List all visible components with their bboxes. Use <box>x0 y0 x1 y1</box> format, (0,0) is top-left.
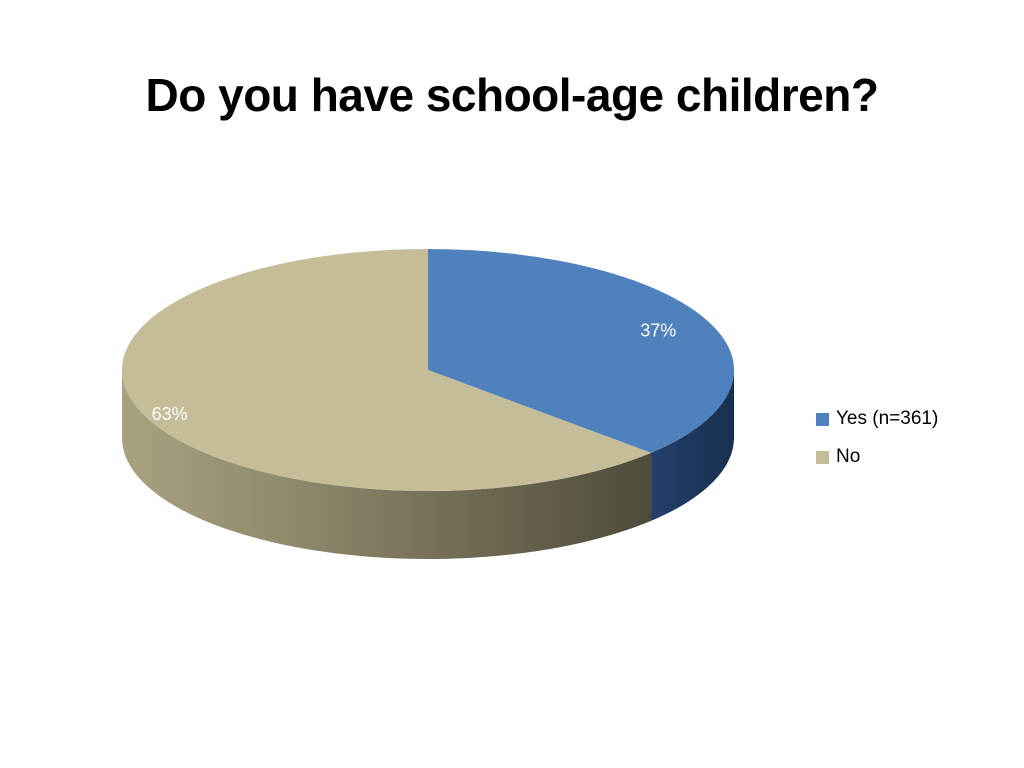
pie-side-yes <box>651 370 734 521</box>
legend-label-no: No <box>836 446 861 467</box>
pie-slice-yes <box>428 249 734 453</box>
legend-swatch-no <box>816 450 829 464</box>
data-label-no: 63% <box>152 404 188 424</box>
legend-swatch-yes <box>816 412 829 426</box>
legend: Yes (n=361) No <box>816 400 938 476</box>
legend-item-no: No <box>816 438 938 476</box>
data-label-yes: 37% <box>640 321 676 341</box>
pie-side-no <box>122 370 652 559</box>
legend-item-yes: Yes (n=361) <box>816 400 938 438</box>
legend-label-yes: Yes (n=361) <box>836 408 939 429</box>
chart-title: Do you have school-age children? <box>145 69 879 121</box>
pie-slice-no <box>121 248 652 492</box>
